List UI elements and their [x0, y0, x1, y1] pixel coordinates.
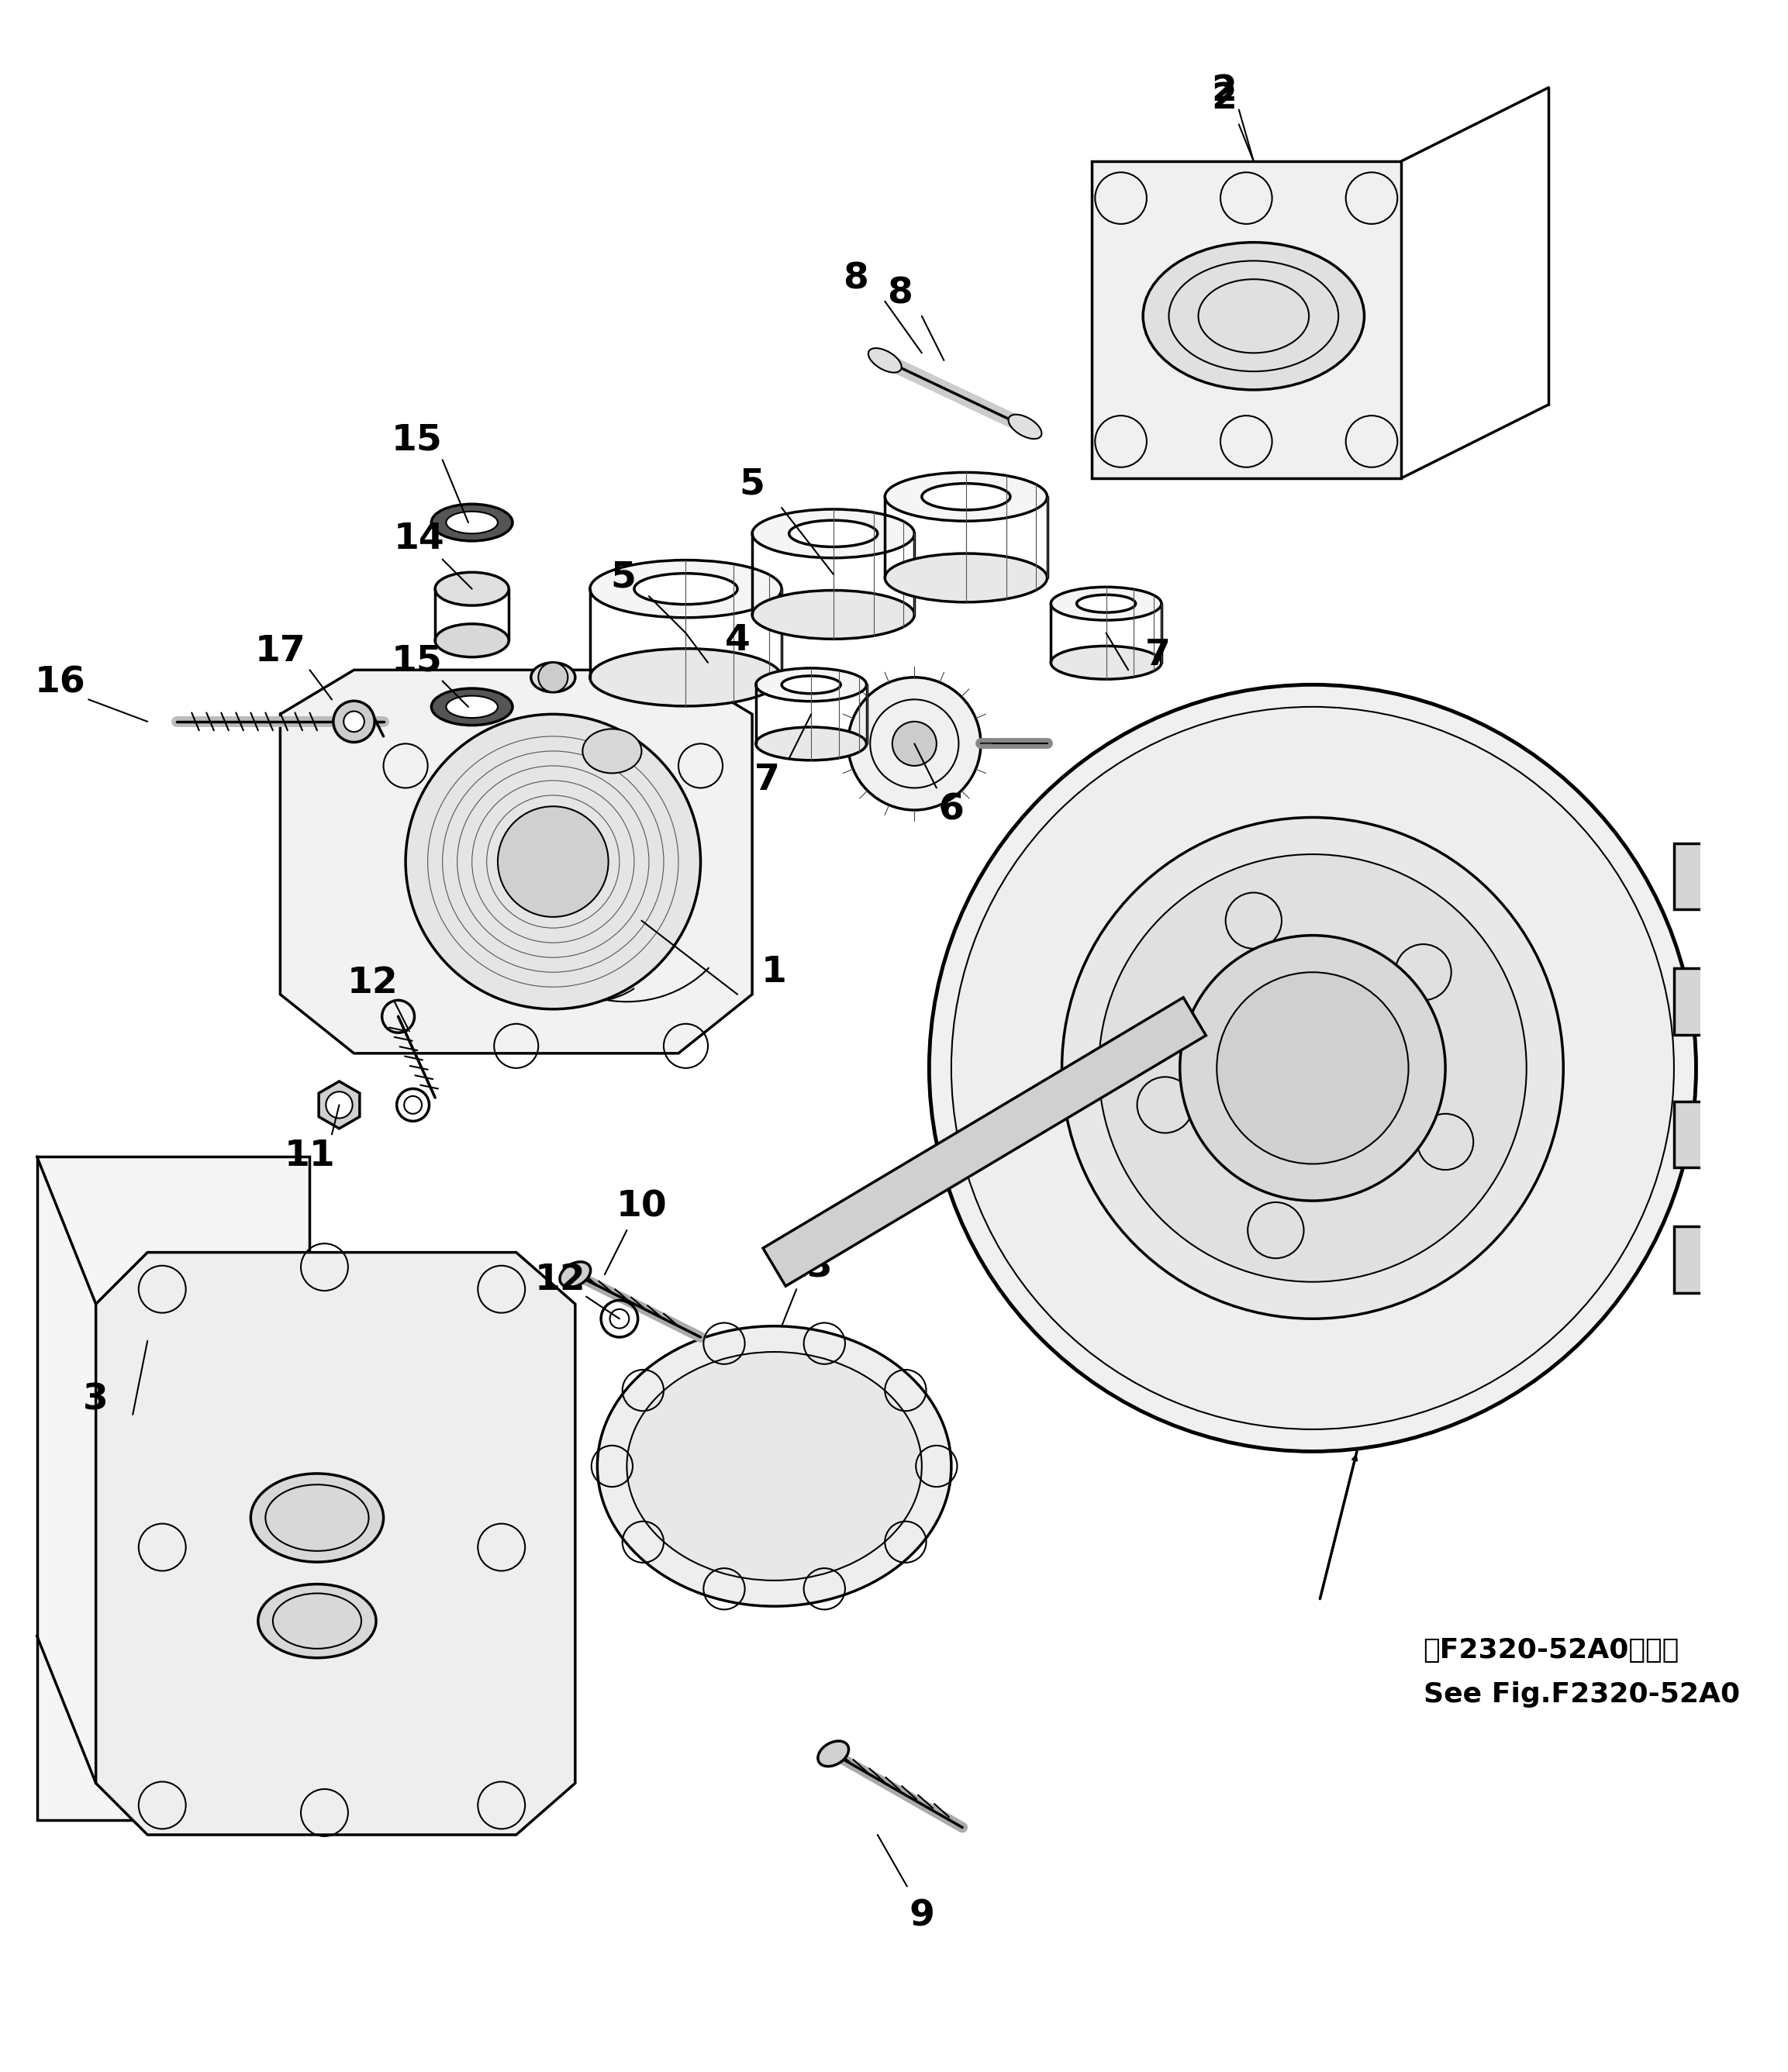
- Text: 13: 13: [781, 1249, 833, 1285]
- Circle shape: [1218, 972, 1409, 1164]
- Text: 11: 11: [284, 1140, 334, 1175]
- Ellipse shape: [257, 1585, 375, 1658]
- Text: 7: 7: [755, 762, 780, 798]
- Ellipse shape: [628, 1351, 923, 1581]
- Text: 15: 15: [392, 644, 442, 678]
- Polygon shape: [1674, 968, 1756, 1034]
- Circle shape: [406, 715, 701, 1009]
- Circle shape: [1180, 934, 1445, 1202]
- Ellipse shape: [597, 1326, 951, 1606]
- Circle shape: [343, 711, 365, 731]
- Ellipse shape: [583, 729, 642, 773]
- Ellipse shape: [434, 624, 510, 657]
- Ellipse shape: [1051, 646, 1162, 680]
- Ellipse shape: [885, 472, 1048, 520]
- Ellipse shape: [431, 688, 513, 725]
- Circle shape: [1100, 854, 1527, 1283]
- Text: 1: 1: [762, 955, 787, 990]
- Polygon shape: [281, 669, 753, 1053]
- Ellipse shape: [923, 483, 1010, 510]
- Text: 12: 12: [535, 1264, 586, 1297]
- Circle shape: [951, 707, 1674, 1430]
- Text: 8: 8: [887, 276, 912, 311]
- Ellipse shape: [817, 1740, 849, 1765]
- Ellipse shape: [560, 1262, 590, 1287]
- Polygon shape: [1091, 162, 1402, 479]
- Text: 12: 12: [347, 966, 399, 1001]
- Ellipse shape: [590, 559, 781, 617]
- Polygon shape: [1674, 1227, 1756, 1293]
- Text: See Fig.F2320-52A0: See Fig.F2320-52A0: [1423, 1682, 1740, 1707]
- Text: 10: 10: [617, 1189, 667, 1225]
- Text: 5: 5: [740, 466, 765, 501]
- Circle shape: [538, 663, 569, 692]
- Text: 14: 14: [393, 522, 445, 557]
- Circle shape: [930, 684, 1697, 1450]
- Ellipse shape: [431, 503, 513, 541]
- Text: 9: 9: [908, 1898, 935, 1933]
- Ellipse shape: [434, 572, 510, 605]
- Ellipse shape: [531, 663, 576, 692]
- Ellipse shape: [756, 727, 867, 760]
- Polygon shape: [97, 1251, 576, 1836]
- Text: 8: 8: [842, 261, 869, 296]
- Polygon shape: [1674, 1100, 1756, 1169]
- Ellipse shape: [1051, 586, 1162, 620]
- Circle shape: [1062, 818, 1563, 1318]
- Circle shape: [333, 700, 375, 742]
- Circle shape: [848, 678, 982, 810]
- Text: 6: 6: [939, 794, 964, 827]
- Text: 17: 17: [254, 634, 306, 669]
- Ellipse shape: [250, 1473, 383, 1562]
- Ellipse shape: [885, 553, 1048, 603]
- Ellipse shape: [869, 348, 901, 373]
- Ellipse shape: [753, 591, 914, 638]
- Polygon shape: [318, 1082, 359, 1129]
- Text: 3: 3: [84, 1382, 109, 1417]
- Ellipse shape: [447, 696, 497, 717]
- Ellipse shape: [1143, 242, 1364, 390]
- Ellipse shape: [635, 574, 737, 605]
- Circle shape: [892, 721, 937, 767]
- Polygon shape: [38, 1156, 309, 1819]
- Polygon shape: [763, 997, 1205, 1287]
- Text: 第F2320-52A0図参照: 第F2320-52A0図参照: [1423, 1637, 1679, 1664]
- Polygon shape: [1674, 843, 1756, 910]
- Circle shape: [325, 1092, 352, 1119]
- Ellipse shape: [753, 510, 914, 557]
- Text: 2: 2: [1212, 75, 1237, 108]
- Text: 15: 15: [392, 423, 442, 458]
- Ellipse shape: [590, 649, 781, 707]
- Ellipse shape: [1008, 414, 1042, 439]
- Text: 16: 16: [36, 665, 86, 700]
- Ellipse shape: [1076, 595, 1135, 613]
- Text: 4: 4: [724, 624, 751, 659]
- Text: 7: 7: [1144, 638, 1171, 673]
- Ellipse shape: [789, 520, 878, 547]
- Text: 5: 5: [610, 559, 637, 595]
- Ellipse shape: [447, 512, 497, 535]
- Text: 2: 2: [1212, 81, 1237, 116]
- Ellipse shape: [756, 667, 867, 700]
- Circle shape: [497, 806, 608, 918]
- Ellipse shape: [781, 675, 840, 694]
